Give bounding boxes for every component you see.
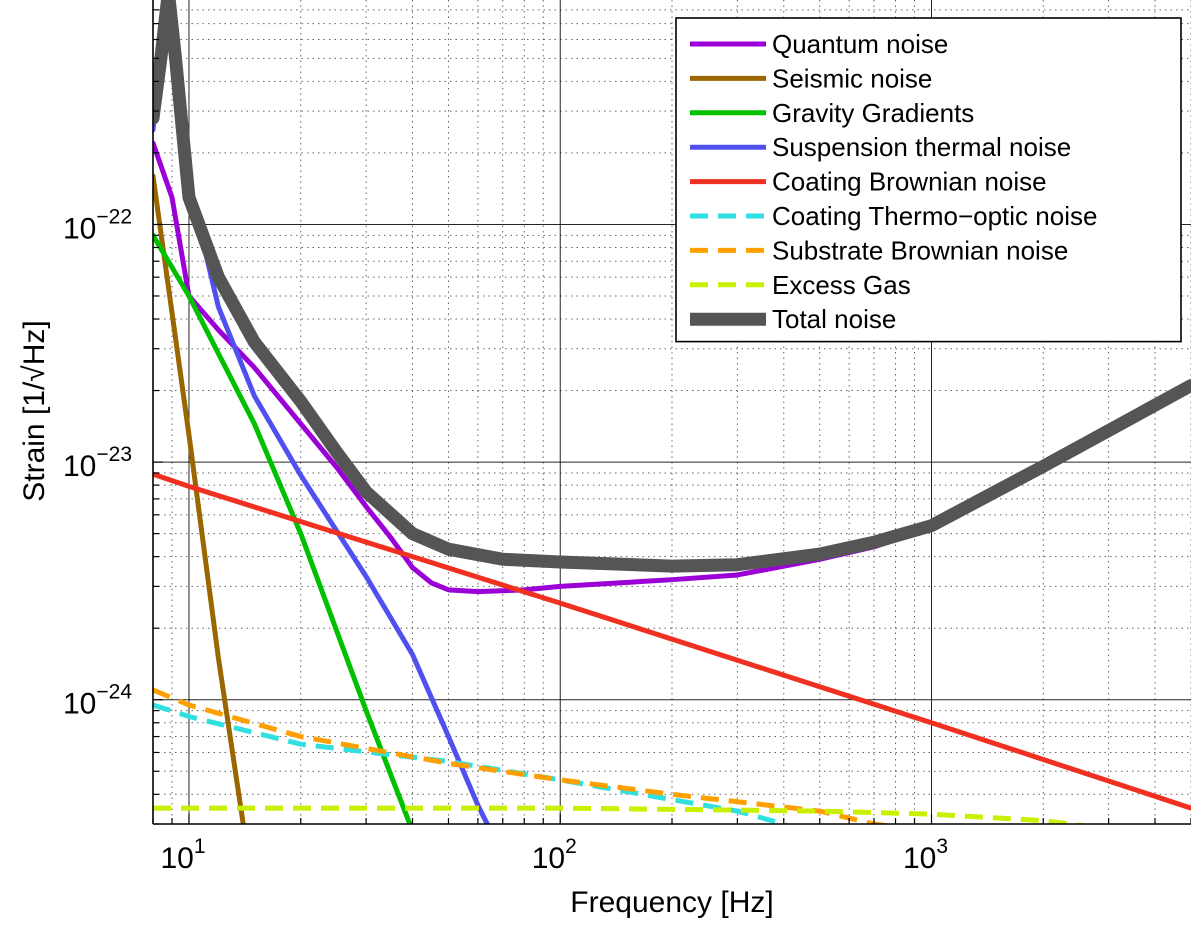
series-coating-thermo-optic-noise: [153, 702, 789, 824]
series-seismic-noise: [153, 173, 246, 824]
y-tick-label: 10−24: [63, 681, 132, 721]
legend-label: Coating Thermo−optic noise: [772, 201, 1097, 231]
y-tick-label: 10−22: [63, 205, 132, 245]
legend-label: Excess Gas: [772, 270, 911, 300]
legend-label: Quantum noise: [772, 29, 948, 59]
series-excess-gas: [153, 805, 1090, 824]
x-axis-label: Frequency [Hz]: [570, 886, 773, 919]
series-coating-brownian-noise: [153, 471, 1191, 811]
x-tick-label: 102: [532, 835, 577, 875]
series-gravity-gradients: [153, 232, 413, 824]
x-tick-label: 103: [903, 835, 948, 875]
y-axis-label: Strain [1/√Hz]: [18, 320, 51, 502]
legend-label: Coating Brownian noise: [772, 167, 1047, 197]
legend-label: Substrate Brownian noise: [772, 235, 1068, 265]
series-layer: [153, 0, 1191, 824]
legend-label: Suspension thermal noise: [772, 132, 1071, 162]
series-total-noise: [153, 0, 1191, 573]
series-substrate-brownian-noise: [153, 687, 895, 824]
x-tick-label: 101: [160, 835, 205, 875]
y-tick-label: 10−23: [63, 443, 132, 483]
legend: Quantum noise Seismic noise Gravity Gradie…: [675, 17, 1182, 343]
legend-label: Gravity Gradients: [772, 98, 974, 128]
legend-label: Total noise: [772, 304, 896, 334]
axes-frame: [152, 0, 1191, 825]
legend-label: Seismic noise: [772, 63, 932, 93]
tick-labels: 101 102 103 10−24 10−23 10−22: [63, 205, 948, 875]
